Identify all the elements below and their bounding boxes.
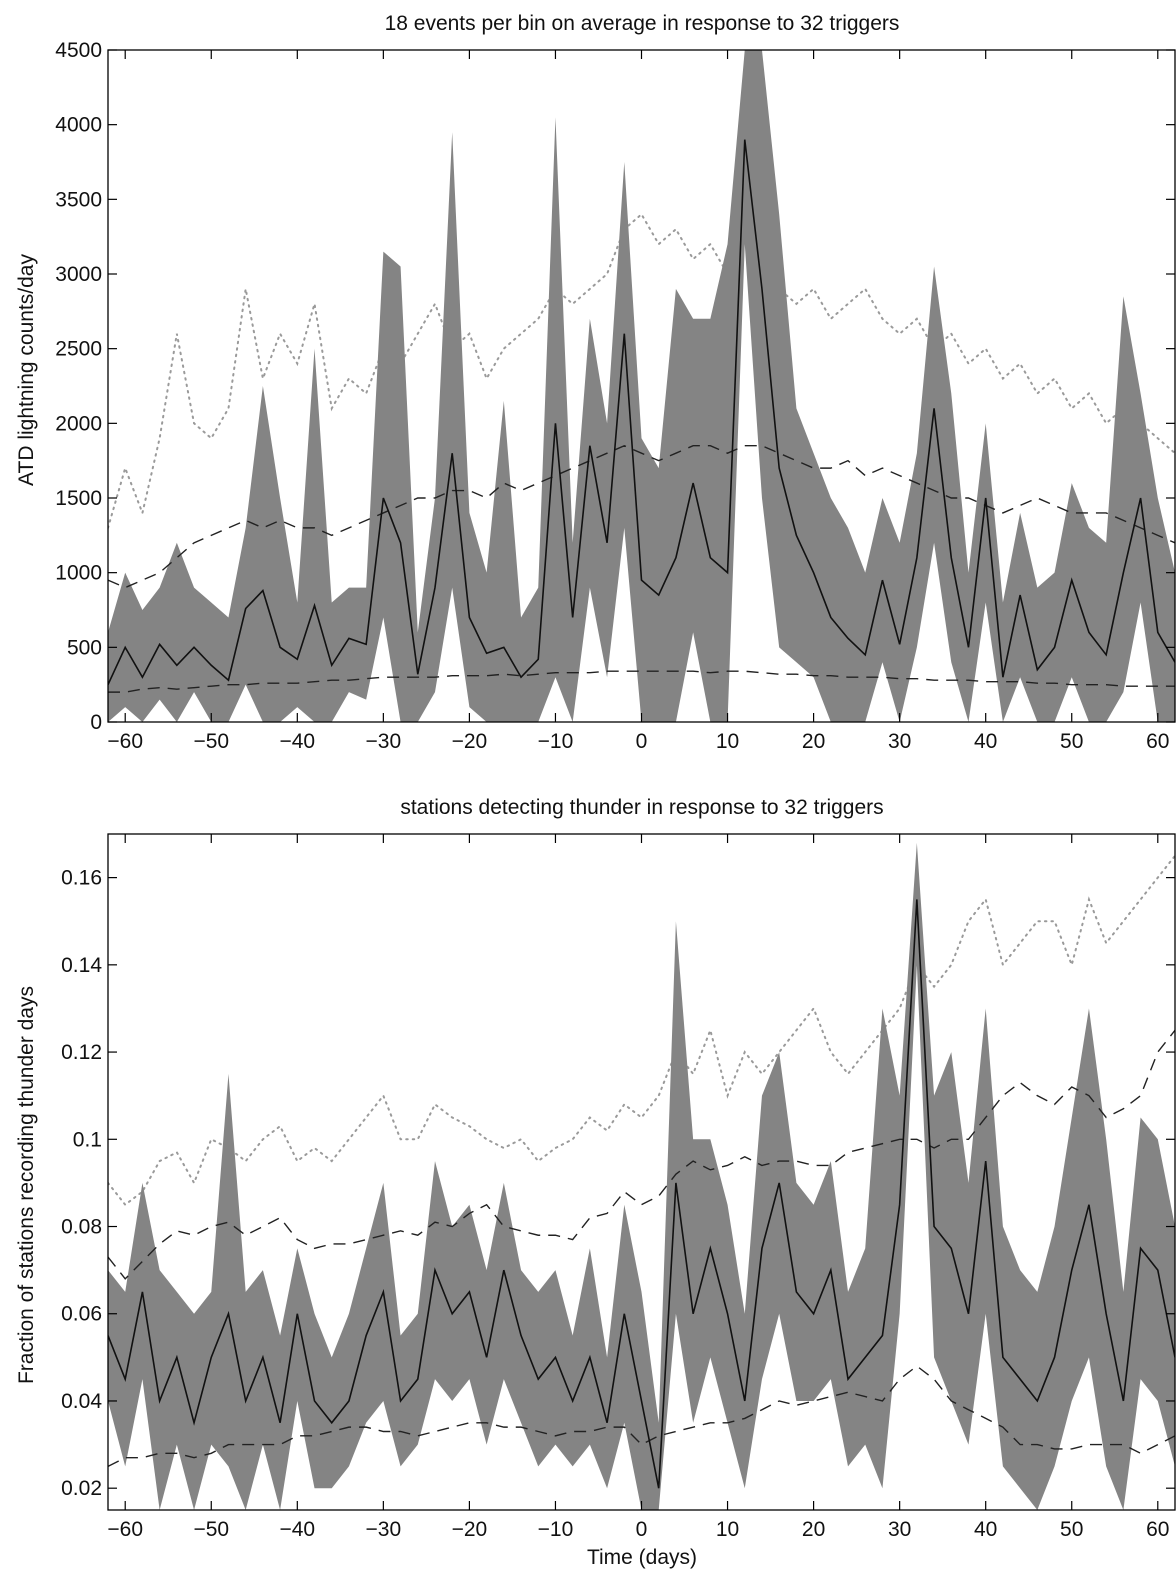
top-x-tick-label: −20 — [452, 730, 488, 753]
top-y-axis-label: ATD lightning counts/day — [15, 254, 38, 486]
bottom-x-tick-label: −20 — [452, 1518, 488, 1541]
top-x-tick-label: 60 — [1146, 730, 1169, 753]
bottom-mean-line — [108, 899, 1175, 1489]
bottom-x-tick-label: 60 — [1146, 1518, 1169, 1541]
bottom-x-tick-label: 50 — [1060, 1518, 1083, 1541]
top-mean-line — [108, 139, 1175, 686]
top-panel: 18 events per bin on average in response… — [15, 12, 1176, 753]
bottom-y-tick-label: 0.04 — [61, 1390, 102, 1413]
bottom-y-tick-label: 0.06 — [61, 1303, 102, 1326]
bottom-x-tick-label: −10 — [538, 1518, 574, 1541]
bottom-x-tick-label: −50 — [193, 1518, 229, 1541]
top-y-tick-label: 0 — [90, 711, 102, 734]
top-x-tick-label: 0 — [636, 730, 648, 753]
bottom-y-tick-label: 0.12 — [61, 1041, 102, 1064]
top-chart-title: 18 events per bin on average in response… — [385, 12, 900, 35]
top-y-tick-label: 2000 — [55, 412, 102, 435]
top-upper-reference-line — [108, 444, 1175, 589]
top-x-tick-label: −50 — [193, 730, 229, 753]
bottom-x-tick-label: 40 — [974, 1518, 997, 1541]
top-lower-reference-line — [108, 670, 1175, 693]
top-dotted-reference-line — [108, 212, 1175, 529]
bottom-y-axis-label: Fraction of stations recording thunder d… — [15, 986, 38, 1384]
top-y-tick-label: 3500 — [55, 188, 102, 211]
bottom-y-tick-label: 0.1 — [73, 1128, 102, 1151]
bottom-x-tick-label: −40 — [279, 1518, 315, 1541]
bottom-x-tick-label: 30 — [888, 1518, 911, 1541]
top-y-tick-label: 2500 — [55, 338, 102, 361]
top-y-tick-label: 4000 — [55, 114, 102, 137]
top-y-tick-label: 500 — [67, 636, 102, 659]
top-x-tick-label: −30 — [366, 730, 402, 753]
top-x-tick-label: −10 — [538, 730, 574, 753]
bottom-x-tick-label: −60 — [107, 1518, 143, 1541]
bottom-x-tick-label: 10 — [716, 1518, 739, 1541]
bottom-chart-title: stations detecting thunder in response t… — [400, 796, 883, 819]
top-y-tick-label: 1000 — [55, 562, 102, 585]
top-x-tick-label: 10 — [716, 730, 739, 753]
top-x-tick-label: 50 — [1060, 730, 1083, 753]
bottom-x-tick-label: −30 — [366, 1518, 402, 1541]
bottom-dotted-reference-line — [108, 854, 1175, 1207]
bottom-x-tick-label: 20 — [802, 1518, 825, 1541]
top-x-tick-label: 40 — [974, 730, 997, 753]
top-x-tick-label: −40 — [279, 730, 315, 753]
top-x-tick-label: −60 — [107, 730, 143, 753]
bottom-panel: stations detecting thunder in response t… — [15, 796, 1176, 1569]
top-plot-area — [108, 50, 1175, 722]
bottom-y-tick-label: 0.16 — [61, 867, 102, 890]
top-x-tick-label: 30 — [888, 730, 911, 753]
bottom-error-band — [108, 842, 1175, 1510]
bottom-y-tick-label: 0.02 — [61, 1477, 102, 1500]
bottom-y-tick-label: 0.08 — [61, 1216, 102, 1239]
bottom-upper-reference-line — [108, 1029, 1175, 1280]
bottom-x-tick-label: 0 — [636, 1518, 648, 1541]
top-y-tick-label: 3000 — [55, 263, 102, 286]
top-y-tick-label: 1500 — [55, 487, 102, 510]
bottom-x-axis-label: Time (days) — [587, 1546, 697, 1569]
top-x-tick-label: 20 — [802, 730, 825, 753]
top-error-band — [108, 50, 1175, 722]
bottom-lower-reference-line — [108, 1365, 1175, 1468]
bottom-plot-area — [108, 842, 1175, 1510]
top-y-tick-label: 4500 — [55, 39, 102, 62]
bottom-y-tick-label: 0.14 — [61, 954, 102, 977]
